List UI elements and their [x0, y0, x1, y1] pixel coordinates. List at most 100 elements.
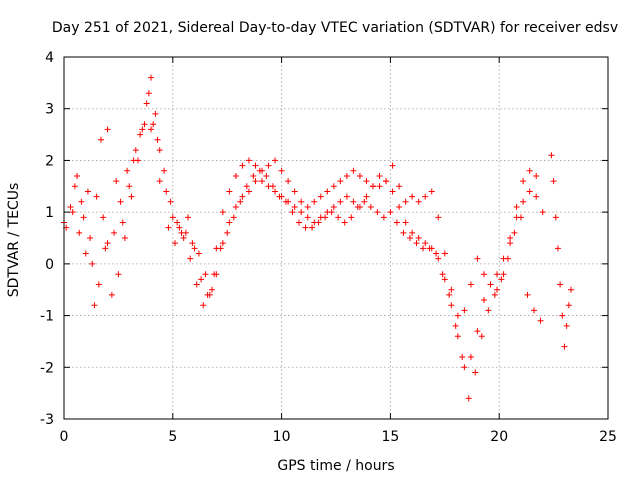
data-point	[291, 188, 298, 195]
data-point	[433, 250, 440, 257]
data-point	[239, 162, 246, 169]
data-point	[163, 188, 170, 195]
data-point	[507, 235, 514, 241]
data-point	[335, 214, 342, 221]
data-point	[376, 172, 383, 179]
data-point	[171, 240, 178, 247]
data-point	[461, 364, 468, 371]
data-point	[337, 198, 344, 205]
data-point	[494, 271, 501, 278]
data-point	[533, 193, 540, 200]
data-point	[459, 353, 466, 360]
data-point	[272, 188, 279, 195]
data-point	[454, 312, 461, 319]
data-point	[124, 167, 131, 174]
data-point	[500, 271, 507, 278]
y-tick-label: 4	[45, 50, 54, 66]
data-point	[441, 250, 448, 257]
data-point	[452, 322, 459, 329]
data-point	[393, 219, 400, 226]
data-point	[426, 245, 433, 252]
data-point	[380, 214, 387, 221]
y-tick-label: 1	[45, 205, 54, 221]
data-point	[193, 281, 200, 288]
data-point	[265, 162, 272, 169]
data-point	[276, 193, 283, 200]
data-point	[217, 245, 224, 252]
data-point	[87, 235, 94, 241]
data-point	[494, 286, 501, 293]
data-point	[121, 235, 128, 241]
data-point	[161, 167, 168, 174]
data-point	[165, 224, 172, 231]
data-point	[187, 255, 194, 262]
data-point	[389, 188, 396, 195]
data-point	[104, 126, 111, 133]
data-point	[232, 172, 239, 179]
data-point	[239, 193, 246, 200]
data-point	[198, 276, 205, 283]
data-point	[100, 214, 107, 221]
data-point	[296, 219, 303, 226]
data-point	[252, 162, 259, 169]
data-point	[154, 136, 161, 143]
data-point	[363, 178, 370, 185]
data-point	[537, 317, 544, 324]
data-point	[389, 162, 396, 169]
data-point	[139, 126, 146, 133]
data-point	[524, 291, 531, 298]
x-tick-label: 25	[599, 429, 617, 445]
data-point	[245, 157, 252, 164]
x-axis-label: GPS time / hours	[277, 458, 394, 474]
data-point	[435, 255, 442, 262]
data-point	[282, 198, 289, 205]
data-point	[409, 193, 416, 200]
data-point	[343, 172, 350, 179]
data-point	[185, 214, 192, 221]
data-point	[69, 209, 76, 216]
data-point	[548, 152, 555, 159]
data-point	[422, 193, 429, 200]
data-point	[226, 188, 233, 195]
data-point	[448, 302, 455, 309]
data-marks	[61, 74, 575, 402]
data-point	[243, 183, 250, 190]
data-point	[402, 219, 409, 226]
data-point	[167, 198, 174, 205]
data-point	[278, 167, 285, 174]
data-point	[317, 193, 324, 200]
data-point	[517, 214, 524, 221]
data-point	[302, 224, 309, 231]
data-point	[513, 203, 520, 210]
data-point	[396, 183, 403, 190]
data-point	[435, 214, 442, 221]
data-point	[156, 178, 163, 185]
data-point	[487, 281, 494, 288]
data-point	[272, 157, 279, 164]
data-point	[474, 328, 481, 335]
data-point	[507, 240, 514, 247]
data-point	[446, 291, 453, 298]
data-point	[328, 209, 335, 216]
data-point	[289, 209, 296, 216]
data-point	[461, 307, 468, 314]
data-point	[343, 193, 350, 200]
data-point	[369, 183, 376, 190]
data-point	[361, 198, 368, 205]
data-point	[396, 203, 403, 210]
data-point	[226, 219, 233, 226]
data-point	[348, 214, 355, 221]
data-point	[252, 178, 259, 185]
data-point	[485, 307, 492, 314]
plot-area-frame	[63, 56, 609, 420]
data-point	[467, 281, 474, 288]
data-point	[350, 198, 357, 205]
data-point	[415, 235, 422, 241]
data-point	[498, 276, 505, 283]
data-point	[565, 302, 572, 309]
data-point	[322, 214, 329, 221]
data-point	[367, 203, 374, 210]
data-point	[504, 255, 511, 262]
data-point	[337, 178, 344, 185]
data-point	[150, 121, 157, 128]
